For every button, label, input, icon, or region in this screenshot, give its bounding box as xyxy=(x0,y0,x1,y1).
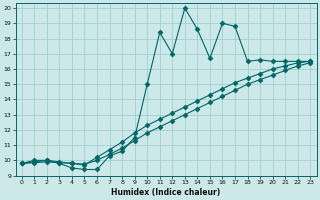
X-axis label: Humidex (Indice chaleur): Humidex (Indice chaleur) xyxy=(111,188,221,197)
